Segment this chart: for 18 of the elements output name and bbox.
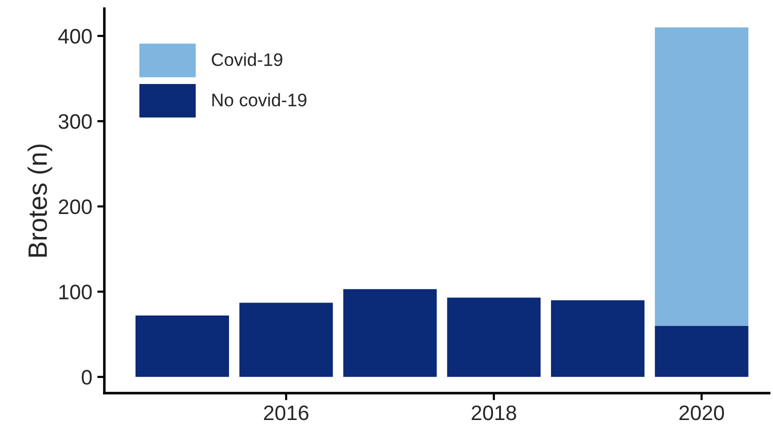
bar: [551, 300, 644, 377]
x-tick-label: 2018: [472, 405, 516, 420]
y-axis-title: Brotes (n): [28, 144, 52, 257]
y-tick-label: 100: [59, 284, 92, 300]
y-tick-label: 300: [58, 114, 92, 129]
x-tick-label: 2020: [679, 405, 724, 420]
legend-label: Covid-19: [212, 52, 282, 66]
x-tick-label: 2016: [264, 405, 308, 420]
bar: [239, 302, 333, 377]
bar: [654, 27, 748, 326]
y-tick-label: 400: [58, 28, 92, 44]
bar: [343, 289, 437, 377]
y-tick-label: 0: [82, 370, 92, 385]
y-tick-label: 200: [58, 199, 92, 214]
bar: [447, 298, 541, 377]
bar: [136, 316, 229, 377]
bar: [654, 326, 748, 377]
legend-label: No covid-19: [212, 93, 306, 106]
